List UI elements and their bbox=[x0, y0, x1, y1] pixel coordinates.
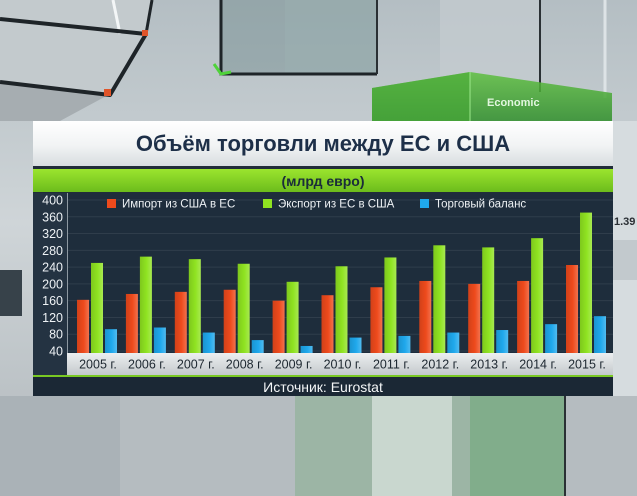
export-bar bbox=[482, 247, 495, 353]
x-tick-label: 2008 г. bbox=[226, 358, 264, 372]
legend-label-balance: Торговый баланс bbox=[435, 199, 526, 211]
legend-label-export: Экспорт из ЕС в США bbox=[278, 199, 395, 211]
y-tick-label: 240 bbox=[42, 261, 63, 275]
chart-unit: (млрд евро) bbox=[281, 172, 365, 189]
balance-bar bbox=[202, 332, 215, 353]
y-axis-column bbox=[33, 193, 67, 375]
export-bar bbox=[91, 262, 103, 353]
import-bar bbox=[77, 299, 89, 353]
balance-bar bbox=[545, 324, 558, 353]
x-tick-label: 2005 г. bbox=[79, 358, 117, 372]
chart-title: Объём торговли между ЕС и США bbox=[135, 130, 511, 156]
corner-marker bbox=[212, 63, 232, 76]
legend: Импорт из США в ЕС Экспорт из ЕС в США Т… bbox=[107, 199, 526, 211]
floor-white-box bbox=[372, 396, 452, 496]
bars bbox=[77, 212, 606, 353]
balance-bar bbox=[447, 332, 460, 353]
y-tick-label: 200 bbox=[42, 277, 63, 291]
legend-swatch-export bbox=[263, 199, 272, 208]
balance-bar bbox=[251, 340, 264, 353]
chart-panel: Объём торговли между ЕС и США (млрд евро… bbox=[33, 121, 613, 396]
import-bar bbox=[174, 291, 187, 353]
y-tick-label: 160 bbox=[42, 294, 63, 308]
x-tick-label: 2015 г. bbox=[568, 358, 606, 372]
import-bar bbox=[419, 280, 432, 353]
source-row: Источник: Eurostat bbox=[33, 375, 613, 396]
balance-bar bbox=[398, 335, 411, 353]
x-tick-label: 2013 г. bbox=[470, 358, 508, 372]
y-tick-label: 280 bbox=[42, 244, 63, 258]
source-credit: Источник: Eurostat bbox=[263, 378, 383, 395]
y-tick-label: 400 bbox=[42, 194, 63, 208]
balance-bar bbox=[594, 316, 606, 353]
export-bar bbox=[335, 266, 348, 353]
upper-right-panel bbox=[440, 0, 540, 80]
green-box-label: Economic bbox=[487, 97, 540, 109]
x-tick-label: 2006 г. bbox=[128, 358, 166, 372]
y-tick-label: 320 bbox=[42, 227, 63, 241]
side-screen-value: 1.39 bbox=[614, 216, 636, 228]
export-bar bbox=[580, 212, 592, 353]
export-bar bbox=[384, 257, 397, 353]
y-tick-label: 120 bbox=[42, 311, 63, 325]
import-bar bbox=[517, 280, 530, 353]
title-band: Объём торговли между ЕС и США bbox=[33, 121, 613, 166]
x-tick-label: 2009 г. bbox=[275, 358, 313, 372]
import-bar bbox=[370, 287, 383, 353]
balance-bar bbox=[153, 327, 166, 353]
dark-frame-post bbox=[144, 0, 154, 35]
export-bar bbox=[139, 256, 152, 353]
legend-swatch-import bbox=[107, 199, 116, 208]
x-axis-band bbox=[67, 353, 613, 375]
export-bar bbox=[433, 245, 446, 353]
balance-bar bbox=[300, 345, 313, 353]
white-beam bbox=[111, 0, 122, 35]
balance-bar bbox=[496, 330, 509, 353]
x-tick-label: 2007 г. bbox=[177, 358, 215, 372]
balance-bar bbox=[105, 329, 117, 353]
import-bar bbox=[321, 295, 334, 353]
import-bar bbox=[468, 283, 481, 353]
glass-cube-face bbox=[285, 0, 377, 74]
corner-marker bbox=[142, 30, 148, 36]
unit-band: (млрд евро) bbox=[33, 169, 613, 192]
floor-shade bbox=[0, 396, 120, 496]
export-bar bbox=[237, 263, 250, 353]
y-tick-label: 80 bbox=[49, 328, 63, 342]
import-bar bbox=[125, 293, 138, 353]
legend-label-import: Импорт из США в ЕС bbox=[122, 199, 235, 211]
floor-green-box bbox=[470, 396, 565, 496]
export-bar bbox=[286, 281, 299, 353]
x-tick-labels: 2005 г. 2006 г. 2007 г. 2008 г. 2009 г. 2010 … bbox=[79, 358, 606, 372]
chart-plot: 400 360 320 280 240 200 160 120 80 40 Импорт из С… bbox=[33, 193, 613, 375]
import-bar bbox=[272, 300, 285, 353]
y-tick-label: 360 bbox=[42, 210, 63, 224]
export-bar bbox=[188, 259, 201, 353]
y-tick-labels: 400 360 320 280 240 200 160 120 80 40 bbox=[42, 194, 63, 359]
x-tick-label: 2012 г. bbox=[421, 358, 459, 372]
x-tick-label: 2010 г. bbox=[324, 358, 362, 372]
import-bar bbox=[223, 289, 236, 353]
glass-cube bbox=[221, 0, 377, 74]
y-tick-label: 40 bbox=[49, 345, 63, 359]
x-tick-label: 2014 г. bbox=[519, 358, 557, 372]
import-bar bbox=[566, 265, 578, 353]
corner-marker bbox=[104, 89, 111, 96]
legend-swatch-balance bbox=[420, 199, 429, 208]
green-screen-box-side bbox=[372, 72, 470, 121]
dark-frame bbox=[0, 17, 148, 97]
export-bar bbox=[531, 238, 544, 353]
balance-bar bbox=[349, 337, 362, 353]
left-console bbox=[0, 270, 22, 316]
right-wall-panel bbox=[613, 240, 637, 280]
x-tick-label: 2011 г. bbox=[373, 358, 410, 372]
